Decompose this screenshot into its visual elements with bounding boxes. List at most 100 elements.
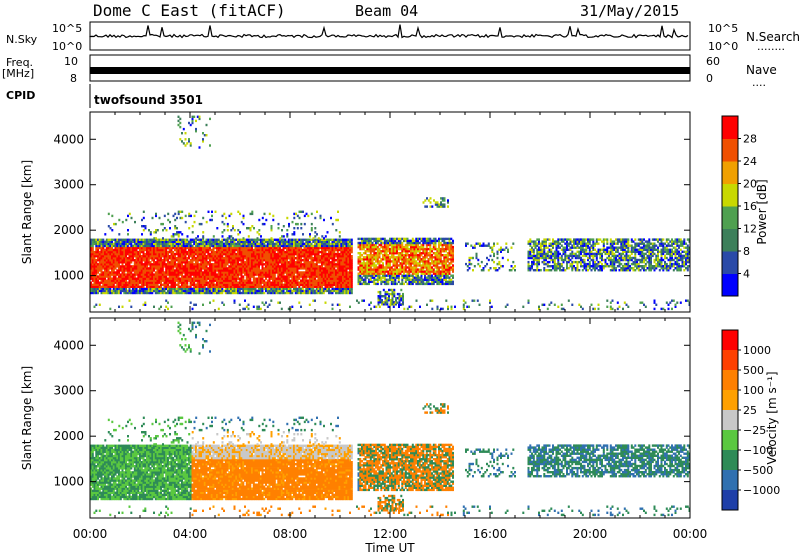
- echo-cell: [350, 289, 353, 293]
- echo-cell: [170, 269, 173, 272]
- echo-cell: [275, 281, 278, 284]
- echo-cell: [385, 239, 388, 243]
- echo-cell: [305, 289, 308, 293]
- echo-cell: [221, 246, 224, 250]
- echo-cell: [328, 287, 330, 291]
- echo-cell: [343, 289, 346, 293]
- echo-cell: [408, 262, 411, 265]
- echo-cell: [401, 278, 404, 281]
- echo-cell: [403, 262, 405, 265]
- echo-cell: [373, 282, 376, 286]
- echo-cell: [154, 279, 157, 282]
- echo-cell: [186, 265, 189, 268]
- echo-cell: [347, 261, 350, 264]
- echo-cell: [216, 285, 218, 288]
- echo-cell: [223, 273, 225, 276]
- echo-cell: [200, 277, 203, 280]
- echo-cell: [107, 291, 110, 295]
- echo-cell: [172, 271, 175, 274]
- echo-cell: [382, 272, 384, 275]
- echo-cell: [102, 240, 105, 243]
- echo-cell: [224, 259, 227, 262]
- echo-cell: [396, 262, 398, 265]
- echo-cell: [258, 242, 260, 246]
- echo-cell: [272, 238, 274, 241]
- echo-cell: [163, 285, 166, 288]
- echo-cell: [256, 271, 259, 274]
- echo-cell: [210, 277, 213, 280]
- echo-cell: [396, 252, 398, 255]
- echo-cell: [128, 277, 131, 280]
- echo-cell: [258, 265, 260, 268]
- echo-cell: [397, 264, 400, 267]
- echo-cell: [324, 277, 327, 280]
- echo-cell: [298, 257, 301, 260]
- echo-cell: [399, 262, 402, 265]
- echo-cell: [160, 261, 162, 264]
- echo-cell: [237, 287, 239, 291]
- echo-cell: [97, 275, 99, 278]
- echo-cell: [368, 258, 370, 261]
- echo-cell: [364, 280, 367, 283]
- echo-cell: [230, 261, 232, 264]
- echo-cell: [310, 242, 313, 246]
- echo-cell: [373, 276, 376, 279]
- echo-cell: [286, 283, 288, 286]
- echo-cell: [310, 287, 313, 291]
- echo-cell: [111, 283, 113, 286]
- echo-cell: [118, 255, 120, 258]
- echo-cell: [216, 273, 218, 276]
- echo-cell: [163, 287, 166, 291]
- echo-cell: [252, 238, 255, 241]
- echo-cell: [406, 247, 409, 251]
- echo-cell: [386, 290, 389, 294]
- echo-cell: [287, 242, 290, 246]
- echo-cell: [277, 246, 280, 250]
- echo-cell: [324, 248, 327, 252]
- echo-cell: [102, 283, 105, 286]
- echo-cell: [401, 260, 404, 263]
- echo-cell: [394, 258, 397, 261]
- echo-cell: [237, 269, 239, 272]
- echo-cell: [191, 291, 194, 295]
- echo-cell: [326, 242, 329, 246]
- echo-cell: [385, 247, 388, 251]
- echo-cell: [193, 255, 196, 258]
- echo-cell: [289, 269, 292, 272]
- echo-cell: [373, 256, 376, 259]
- echo-cell: [308, 255, 311, 258]
- echo-cell: [167, 261, 169, 264]
- echo-cell: [277, 265, 280, 268]
- echo-cell: [362, 241, 365, 245]
- echo-cell: [121, 238, 124, 241]
- echo-cell: [399, 245, 402, 249]
- echo-cell: [275, 246, 278, 250]
- echo-cell: [146, 281, 148, 284]
- echo-cell: [375, 270, 377, 273]
- echo-cell: [195, 291, 197, 295]
- echo-cell: [342, 244, 344, 248]
- echo-cell: [263, 255, 266, 258]
- echo-cell: [116, 287, 119, 291]
- echo-cell: [235, 261, 238, 264]
- echo-cell: [179, 291, 182, 295]
- echo-cell: [349, 291, 351, 295]
- echo-cell: [287, 285, 290, 288]
- echo-cell: [336, 257, 339, 260]
- echo-cell: [413, 260, 416, 263]
- echo-cell: [210, 279, 213, 282]
- echo-cell: [422, 268, 425, 271]
- echo-cell: [441, 274, 444, 277]
- echo-cell: [335, 273, 337, 276]
- echo-cell: [272, 261, 274, 264]
- echo-cell: [140, 267, 143, 270]
- echo-cell: [100, 273, 103, 276]
- echo-cell: [151, 257, 154, 260]
- echo-cell: [333, 273, 336, 276]
- echo-cell: [118, 275, 120, 278]
- echo-cell: [298, 255, 301, 258]
- echo-cell: [104, 271, 106, 274]
- echo-cell: [314, 252, 316, 256]
- echo-cell: [167, 277, 169, 280]
- echo-cell: [448, 268, 451, 271]
